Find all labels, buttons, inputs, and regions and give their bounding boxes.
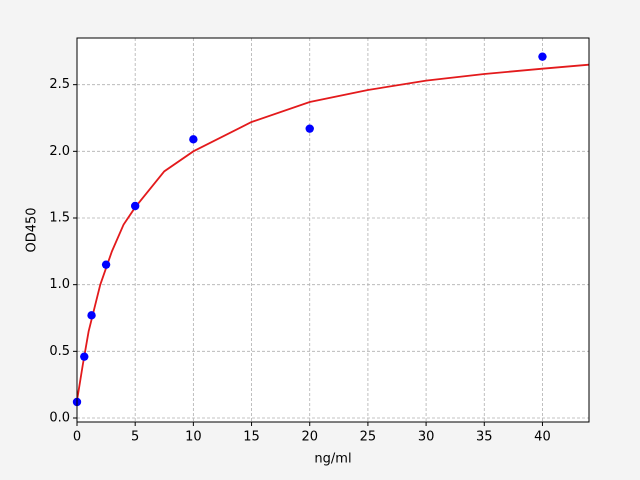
x-tick-label: 20 bbox=[301, 430, 318, 445]
x-tick-label: 0 bbox=[73, 430, 81, 445]
data-point bbox=[538, 52, 547, 61]
y-axis-label: OD450 bbox=[25, 207, 40, 252]
x-tick-label: 35 bbox=[476, 430, 493, 445]
data-point bbox=[80, 352, 89, 361]
y-tick-label: 2.5 bbox=[49, 77, 70, 92]
y-tick-label: 0.0 bbox=[49, 411, 70, 426]
axes-frame bbox=[76, 37, 590, 423]
x-tick-label: 40 bbox=[534, 430, 551, 445]
y-tick-label: 1.5 bbox=[49, 211, 70, 226]
x-tick-label: 15 bbox=[243, 430, 260, 445]
x-tick-label: 30 bbox=[418, 430, 435, 445]
data-point bbox=[130, 201, 140, 211]
x-tick-label: 25 bbox=[360, 430, 377, 445]
y-tick-label: 0.5 bbox=[49, 344, 70, 359]
x-tick-label: 5 bbox=[131, 430, 139, 445]
data-point bbox=[101, 260, 111, 269]
data-point bbox=[87, 311, 96, 320]
plot-area bbox=[77, 38, 589, 422]
data-point bbox=[189, 135, 198, 144]
y-tick-label: 2.0 bbox=[49, 144, 70, 159]
data-point bbox=[305, 124, 314, 133]
fit-curve bbox=[77, 63, 589, 401]
y-tick-label: 1.0 bbox=[49, 277, 70, 292]
x-axis-label: ng/ml bbox=[314, 452, 351, 467]
x-tick-label: 10 bbox=[185, 430, 202, 445]
